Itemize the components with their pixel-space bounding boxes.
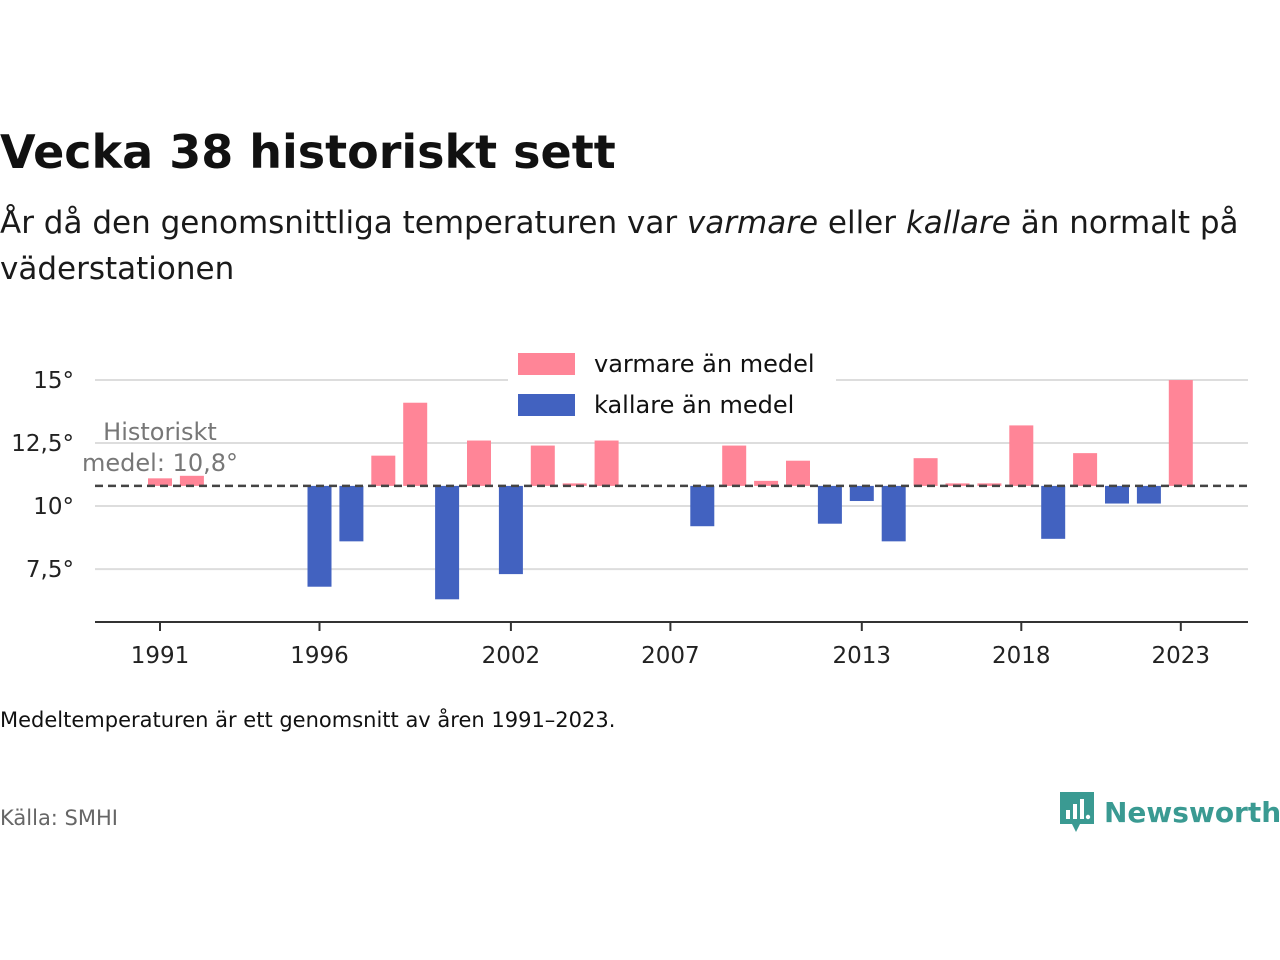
- legend-label-cold: kallare än medel: [594, 391, 794, 419]
- source-credit: Källa: SMHI: [0, 806, 118, 830]
- legend-label-warm: varmare än medel: [594, 350, 815, 378]
- temperature-bar-chart: 7,5° 10° 12,5° 15° Historiskt medel: 10,8° 199…: [11, 344, 1248, 669]
- bar: [594, 440, 619, 486]
- bar: [307, 485, 332, 587]
- bar: [1168, 380, 1193, 486]
- x-tick-label: 2013: [833, 643, 892, 669]
- y-tick-label: 15°: [33, 368, 74, 394]
- bar: [690, 485, 715, 527]
- bar: [786, 460, 810, 486]
- bar: [530, 445, 555, 486]
- baseline-label-line1: Historiskt: [103, 418, 217, 446]
- bar: [1105, 485, 1129, 504]
- x-tick-label: 2002: [482, 643, 541, 669]
- bar: [849, 485, 874, 502]
- bar: [817, 485, 842, 524]
- bar: [562, 483, 587, 486]
- bar: [179, 475, 204, 486]
- bar: [881, 485, 906, 542]
- brand-name: Newsworthy: [1104, 795, 1280, 829]
- bar: [977, 483, 1002, 486]
- legend-swatch-cold: [518, 394, 575, 416]
- bar: [498, 485, 523, 575]
- bar: [1073, 453, 1098, 486]
- bar: [754, 480, 779, 486]
- subtitle-part2: eller: [818, 205, 906, 241]
- subtitle-emphasis-warmer: varmare: [686, 205, 819, 241]
- bar: [148, 478, 172, 486]
- bar: [1136, 485, 1161, 504]
- legend-swatch-warm: [518, 353, 575, 375]
- subtitle-emphasis-colder: kallare: [905, 205, 1011, 241]
- bar: [945, 483, 970, 486]
- y-tick-label: 10°: [33, 494, 74, 520]
- x-tick-label: 2018: [992, 643, 1051, 669]
- page-title: Vecka 38 historiskt sett: [0, 125, 616, 179]
- bar: [722, 445, 747, 486]
- brand-logo: Newsworthy: [1058, 790, 1280, 834]
- x-tick-label: 2023: [1152, 643, 1211, 669]
- y-tick-label: 7,5°: [26, 557, 74, 583]
- bar: [435, 485, 460, 600]
- bar: [1041, 485, 1066, 539]
- bar: [467, 440, 491, 486]
- bar: [913, 458, 938, 486]
- subtitle-part1: År då den genomsnittliga temperaturen va…: [0, 205, 687, 241]
- page-subtitle: År då den genomsnittliga temperaturen va…: [0, 200, 1240, 292]
- bar: [1009, 425, 1034, 486]
- bar: [339, 485, 364, 542]
- x-tick-label: 1996: [290, 643, 349, 669]
- subtitle-part3: än normalt på väderstationen: [0, 205, 1239, 287]
- baseline-label-line2: medel: 10,8°: [82, 449, 238, 477]
- chart-note: Medeltemperaturen är ett genomsnitt av å…: [0, 708, 616, 732]
- x-tick-label: 2007: [641, 643, 700, 669]
- bar: [403, 402, 428, 486]
- y-tick-label: 12,5°: [11, 431, 74, 457]
- bar: [371, 455, 396, 486]
- newsworthy-logo-icon: [1060, 792, 1094, 832]
- x-tick-label: 1991: [131, 643, 190, 669]
